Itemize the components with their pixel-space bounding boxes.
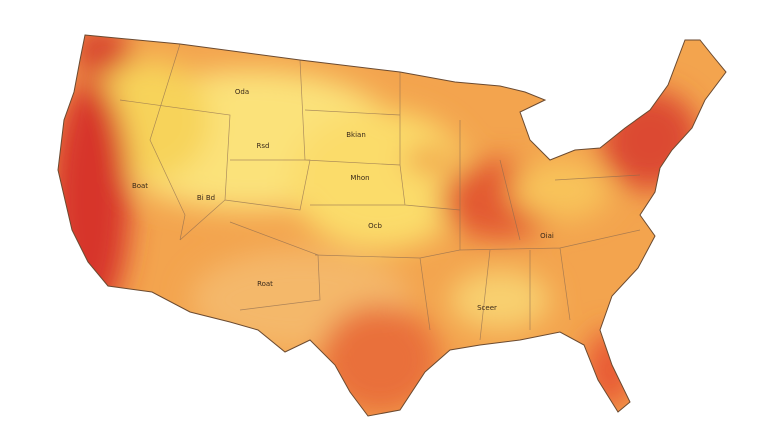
state-label: Roat — [257, 280, 273, 288]
state-borders — [119, 43, 641, 341]
state-label: Rsd — [257, 142, 270, 150]
state-label: Mhon — [350, 174, 369, 182]
heat-blob — [320, 305, 440, 415]
heat-blob — [290, 110, 470, 250]
state-label: Bi Bd — [197, 194, 215, 202]
state-label: Oda — [235, 88, 249, 96]
state-label: Bkian — [346, 131, 366, 139]
state-label: Oiai — [540, 232, 554, 240]
state-label: Ocb — [368, 222, 382, 230]
state-label: Sceer — [477, 304, 497, 312]
state-label: Boat — [132, 182, 148, 190]
heat-blob — [450, 270, 550, 330]
heat-blob — [510, 160, 610, 220]
heat-blob — [600, 90, 700, 190]
state-labels: Oda Bkian Rsd Mhon Boat Bi Bd Ocb Roat Sceer Oiai — [132, 88, 554, 312]
heat-blobs — [58, 35, 700, 415]
heat-blob — [58, 80, 130, 320]
heat-blob — [405, 150, 455, 170]
